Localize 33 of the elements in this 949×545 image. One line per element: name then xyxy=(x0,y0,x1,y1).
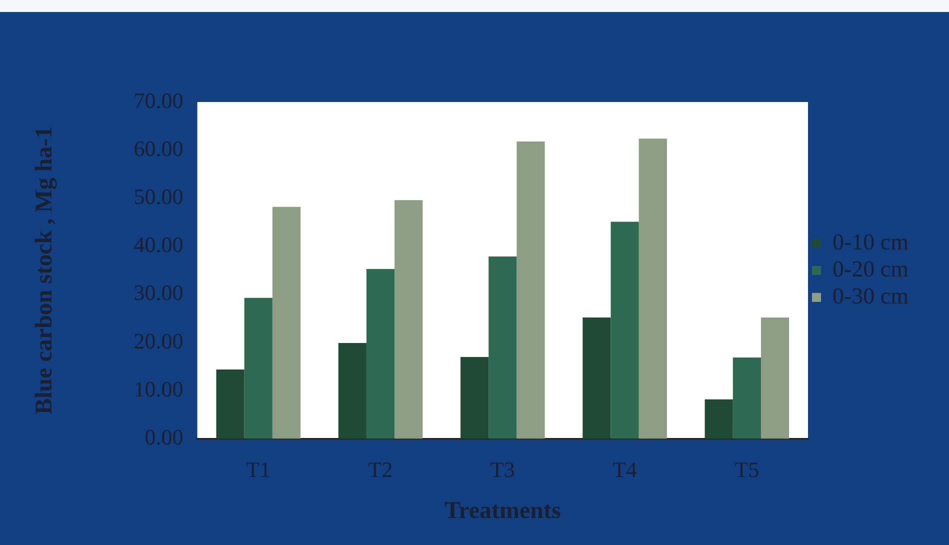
x-tick-label: T3 xyxy=(490,456,515,482)
bar xyxy=(394,200,423,439)
y-tick-label: 70.00 xyxy=(134,88,184,113)
y-axis-title: Blue carbon stock , Mg ha-1 xyxy=(32,126,58,414)
bar xyxy=(216,370,244,439)
x-tick-label: T1 xyxy=(246,456,271,482)
legend-label: 0-10 cm xyxy=(832,229,909,254)
bar xyxy=(366,268,395,439)
bar xyxy=(272,206,301,439)
legend-label: 0-20 cm xyxy=(832,256,909,282)
bar xyxy=(732,357,761,439)
bar xyxy=(460,357,489,439)
bar xyxy=(516,141,545,439)
y-tick-label: 40.00 xyxy=(134,232,184,258)
bar xyxy=(582,318,611,439)
y-tick-label: 20.00 xyxy=(134,328,184,354)
x-axis-title: Treatments xyxy=(444,498,561,524)
bar xyxy=(338,343,366,439)
bar xyxy=(638,138,667,439)
x-tick-label: T2 xyxy=(368,456,393,482)
bar xyxy=(610,222,639,439)
y-tick-label: 10.00 xyxy=(134,376,184,402)
y-tick-label: 60.00 xyxy=(134,136,184,161)
bar xyxy=(760,318,790,439)
x-tick-label: T5 xyxy=(734,456,760,482)
bar xyxy=(244,298,272,439)
y-tick-label: 0.00 xyxy=(144,424,184,450)
y-tick-label: 50.00 xyxy=(134,184,184,210)
x-tick-label: T4 xyxy=(612,456,638,482)
bar xyxy=(704,399,733,439)
y-tick-label: 30.00 xyxy=(134,280,184,306)
bar xyxy=(488,256,517,439)
legend-label: 0-30 cm xyxy=(832,283,909,308)
